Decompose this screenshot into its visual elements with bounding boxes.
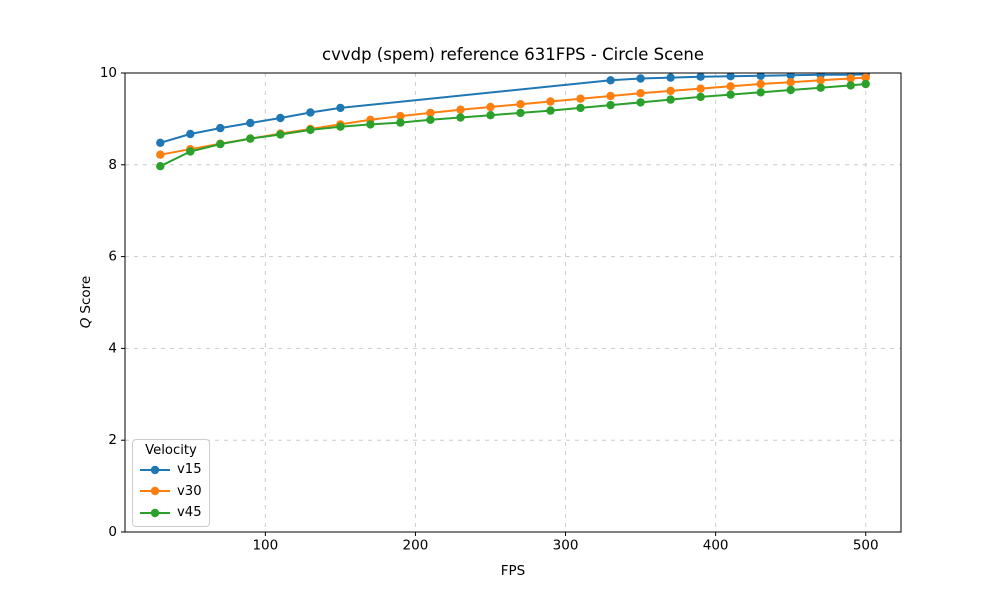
data-point-v45 [576,103,585,113]
data-point-v15 [756,73,765,80]
legend-item-v30: v30 [133,481,209,503]
data-point-v30 [666,86,675,96]
data-point-v45 [546,106,555,115]
data-point-v30 [606,91,615,101]
data-point-v30 [816,76,825,85]
data-point-v45 [816,83,825,92]
data-point-v45 [366,120,375,129]
x-tick-label: 400 [703,538,729,554]
data-point-v30 [636,89,645,98]
data-point-v45 [456,113,465,122]
data-point-v45 [666,95,675,104]
chart-title: cvvdp (spem) reference 631FPS - Circle S… [322,45,704,64]
legend-label-v45: v45 [177,505,202,521]
data-point-v15 [156,138,165,147]
data-point-v15 [276,113,285,123]
data-point-v45 [336,122,345,131]
data-point-v15 [786,73,795,80]
y-tick-label: 8 [108,157,117,173]
data-point-v45 [246,134,255,143]
axes-spines [124,72,902,533]
legend-item-v45: v45 [133,502,209,524]
series-group [156,73,870,171]
data-point-v45 [426,115,435,125]
data-point-v45 [861,79,870,89]
y-tick-label: 4 [108,340,117,356]
data-point-v30 [756,79,765,89]
data-point-v15 [636,74,645,83]
data-point-v15 [666,73,675,82]
legend-label-v15: v15 [177,462,202,478]
data-point-v15 [606,76,615,85]
y-axis-label: Q Score [78,276,94,328]
data-point-v45 [786,85,795,95]
legend-sample-dot [150,465,160,474]
data-point-v45 [156,162,165,171]
data-point-v45 [756,88,765,97]
data-point-v45 [276,130,285,139]
data-point-v45 [636,98,645,107]
data-point-v15 [216,123,225,133]
y-tick-label: 10 [100,65,117,81]
data-point-v45 [216,139,225,149]
data-point-v30 [546,97,555,106]
x-tick-label: 200 [403,538,429,554]
y-tick-label: 2 [108,432,117,448]
data-point-v45 [726,90,735,99]
legend: Velocity v15 v30 v45 [132,439,210,527]
data-point-v15 [726,73,735,81]
legend-marker-v30 [140,487,170,496]
data-point-v15 [696,73,705,81]
data-point-v30 [696,84,705,93]
data-point-v45 [306,125,315,135]
y-axis-label-math: Q [78,317,94,329]
data-point-v45 [516,108,525,118]
data-point-v30 [846,74,855,83]
legend-marker-v45 [140,508,170,517]
data-point-v45 [606,100,615,110]
legend-item-v15: v15 [133,459,209,481]
data-point-v15 [336,103,345,113]
data-point-v15 [306,108,315,117]
data-point-v30 [456,105,465,114]
x-tick-label: 100 [252,538,278,554]
data-point-v15 [246,118,255,128]
data-point-v45 [396,118,405,127]
y-tick-label: 6 [108,249,117,265]
x-tick-label: 300 [553,538,579,554]
data-point-v45 [186,147,195,156]
data-point-v30 [861,73,870,82]
legend-label-v30: v30 [177,483,202,499]
data-point-v30 [726,82,735,91]
data-point-v30 [426,108,435,118]
data-point-v45 [846,81,855,90]
data-point-v30 [486,102,495,112]
y-axis-label-text: Score [78,275,94,314]
legend-title: Velocity [145,443,197,458]
axes-background [125,73,901,532]
y-tick-label: 0 [108,524,117,540]
x-axis-label: FPS [500,563,526,579]
data-point-v45 [486,111,495,120]
data-point-v30 [516,100,525,109]
data-point-v45 [696,92,705,102]
legend-sample-dot [150,508,160,517]
data-point-v15 [186,129,195,139]
data-point-v30 [156,150,165,159]
data-point-v30 [396,111,405,121]
data-point-v30 [576,94,585,103]
data-point-v30 [786,78,795,87]
legend-sample-dot [150,487,160,496]
legend-marker-v15 [140,465,170,474]
x-tick-label: 500 [853,538,879,554]
